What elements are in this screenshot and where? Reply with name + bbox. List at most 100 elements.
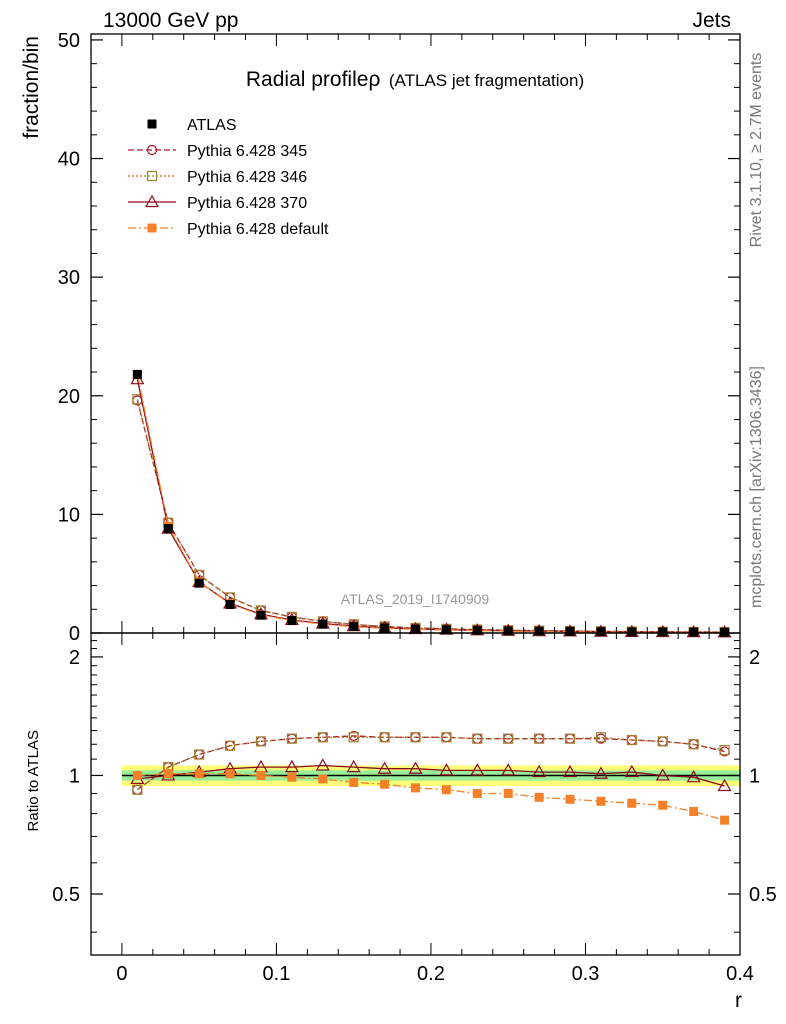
ratio-ytick-label-right: 1 — [749, 765, 760, 787]
atlas-data-point — [503, 626, 513, 636]
ratio-series-2-point — [284, 759, 299, 773]
rivet-label: Rivet 3.1.10, ≥ 2.7M events — [748, 53, 765, 248]
ratio-series-1-point — [688, 739, 699, 750]
ratio-series-1 — [132, 732, 730, 795]
ratio-series-3-point — [287, 772, 297, 782]
ratio-series-1-point — [194, 749, 205, 760]
legend: ATLAS Pythia 6.428 345 Pythia 6.428 346 Pyt… — [128, 117, 329, 238]
ratio-ytick-label: 2 — [69, 647, 80, 669]
x-axis-label: r — [735, 989, 742, 1012]
ratio-series-2-point — [532, 764, 547, 778]
ratio-series-2-point — [470, 763, 485, 776]
ratio-series-0-point — [132, 784, 143, 795]
ratio-series-2-point — [346, 759, 361, 773]
ratio-series-3-point — [194, 769, 204, 779]
ratio-series-3-point — [349, 777, 359, 787]
atlas-data-point — [349, 621, 359, 631]
ratio-series-3-point — [441, 785, 451, 795]
atlas-data-point — [720, 627, 730, 637]
ratio-series-1-point — [317, 732, 328, 743]
ratio-series-3-point — [534, 792, 544, 802]
ratio-series-1-point — [348, 732, 359, 743]
atlas-data-point — [689, 627, 699, 637]
ratio-series-1-point — [595, 732, 607, 743]
main-ylabel: fraction/bin — [20, 36, 43, 139]
ratio-ytick-label-right: 0.5 — [749, 884, 777, 906]
x-tick-label: 0.1 — [263, 963, 291, 985]
ratio-series-1-point — [224, 740, 236, 751]
ratio-series-3-point — [318, 774, 328, 784]
main-ytick-label: 40 — [58, 149, 80, 171]
main-ytick-label: 0 — [69, 623, 80, 645]
atlas-data-point — [318, 619, 328, 629]
chart-title: Radial profileρ — [246, 68, 381, 91]
atlas-data-point — [411, 624, 420, 634]
ratio-series-2-point — [686, 769, 701, 783]
ratio-series-1-point — [441, 732, 452, 743]
legend-marker — [147, 223, 157, 233]
legend-label: Pythia 6.428 345 — [187, 143, 307, 160]
ratio-series-2-point — [624, 764, 639, 778]
ratio-series-2-point — [655, 768, 670, 781]
ratio-series-3-point — [256, 770, 266, 780]
chart-subtitle: (ATLAS jet fragmentation) — [389, 71, 584, 90]
mcplots-label: mcplots.cern.ch [arXiv:1306.3436] — [748, 366, 765, 608]
ratio-series-2-point — [439, 763, 454, 776]
ratio-series-2-line — [137, 764, 725, 787]
main-ytick-label: 30 — [58, 267, 80, 289]
ratio-series-3-point — [380, 779, 390, 789]
ratio-series-1-line — [137, 736, 725, 791]
x-tick-label: 0 — [116, 963, 127, 985]
ratio-series-3-point — [225, 769, 235, 779]
atlas-data-point — [287, 616, 297, 626]
ratio-series-3-point — [132, 770, 142, 780]
ratio-series-3-point — [503, 788, 513, 798]
ratio-series-1-point — [472, 733, 483, 744]
ratio-series-1-point — [534, 733, 545, 744]
atlas-data-point — [441, 625, 451, 635]
ratio-ytick-label-right: 2 — [749, 647, 760, 669]
atlas-data-point — [627, 627, 637, 637]
ratio-series-1-point — [410, 732, 421, 743]
main-ytick-label: 50 — [58, 30, 80, 52]
ratio-series-3-point — [596, 796, 606, 806]
atlas-data-point — [380, 623, 390, 633]
ratio-series-2-point — [501, 763, 516, 776]
ratio-series-1-point — [132, 784, 143, 795]
legend-entry-1: Pythia 6.428 345 — [128, 143, 307, 160]
ratio-series-3-line — [137, 773, 725, 821]
ratio-ytick-label: 0.5 — [52, 884, 80, 906]
atlas-data-point — [565, 626, 575, 636]
legend-marker — [144, 194, 160, 208]
ratio-series-3-point — [689, 806, 699, 816]
x-tick-label: 0.3 — [572, 963, 600, 985]
atlas-data-point — [596, 627, 606, 637]
process-label: Jets — [692, 9, 731, 32]
ratio-series-1-point — [564, 733, 576, 744]
ratio-series-1-point — [626, 734, 637, 746]
ratio-series-1-point — [657, 736, 668, 747]
ratio-series-3-point — [565, 794, 575, 804]
ratio-ytick-label: 1 — [69, 765, 80, 787]
legend-label: Pythia 6.428 default — [187, 221, 329, 238]
ratio-series-2-point — [593, 766, 608, 779]
ratio-series-1-point — [286, 733, 297, 744]
ratio-series-2-point — [562, 764, 578, 778]
atlas-data-point — [194, 578, 204, 588]
legend-entry-0: ATLAS — [147, 117, 237, 134]
chart-title-line: Radial profileρ (ATLAS jet fragmentation… — [246, 68, 584, 91]
ratio-series-1-point — [255, 736, 267, 747]
ratio-series-3-point — [472, 788, 482, 798]
ratio-series-1-point — [379, 732, 390, 743]
legend-entry-3: Pythia 6.428 370 — [128, 194, 307, 212]
ratio-series-3 — [132, 769, 730, 825]
ratio-series-2-point — [717, 778, 732, 792]
main-ytick-label: 10 — [58, 504, 80, 526]
legend-marker — [146, 170, 158, 182]
energy-label: 13000 GeV pp — [103, 9, 238, 32]
legend-label: Pythia 6.428 346 — [187, 169, 307, 186]
ratio-series-0-point — [194, 749, 205, 760]
ratio-series-3-point — [411, 783, 420, 793]
legend-entry-4: Pythia 6.428 default — [128, 221, 329, 238]
